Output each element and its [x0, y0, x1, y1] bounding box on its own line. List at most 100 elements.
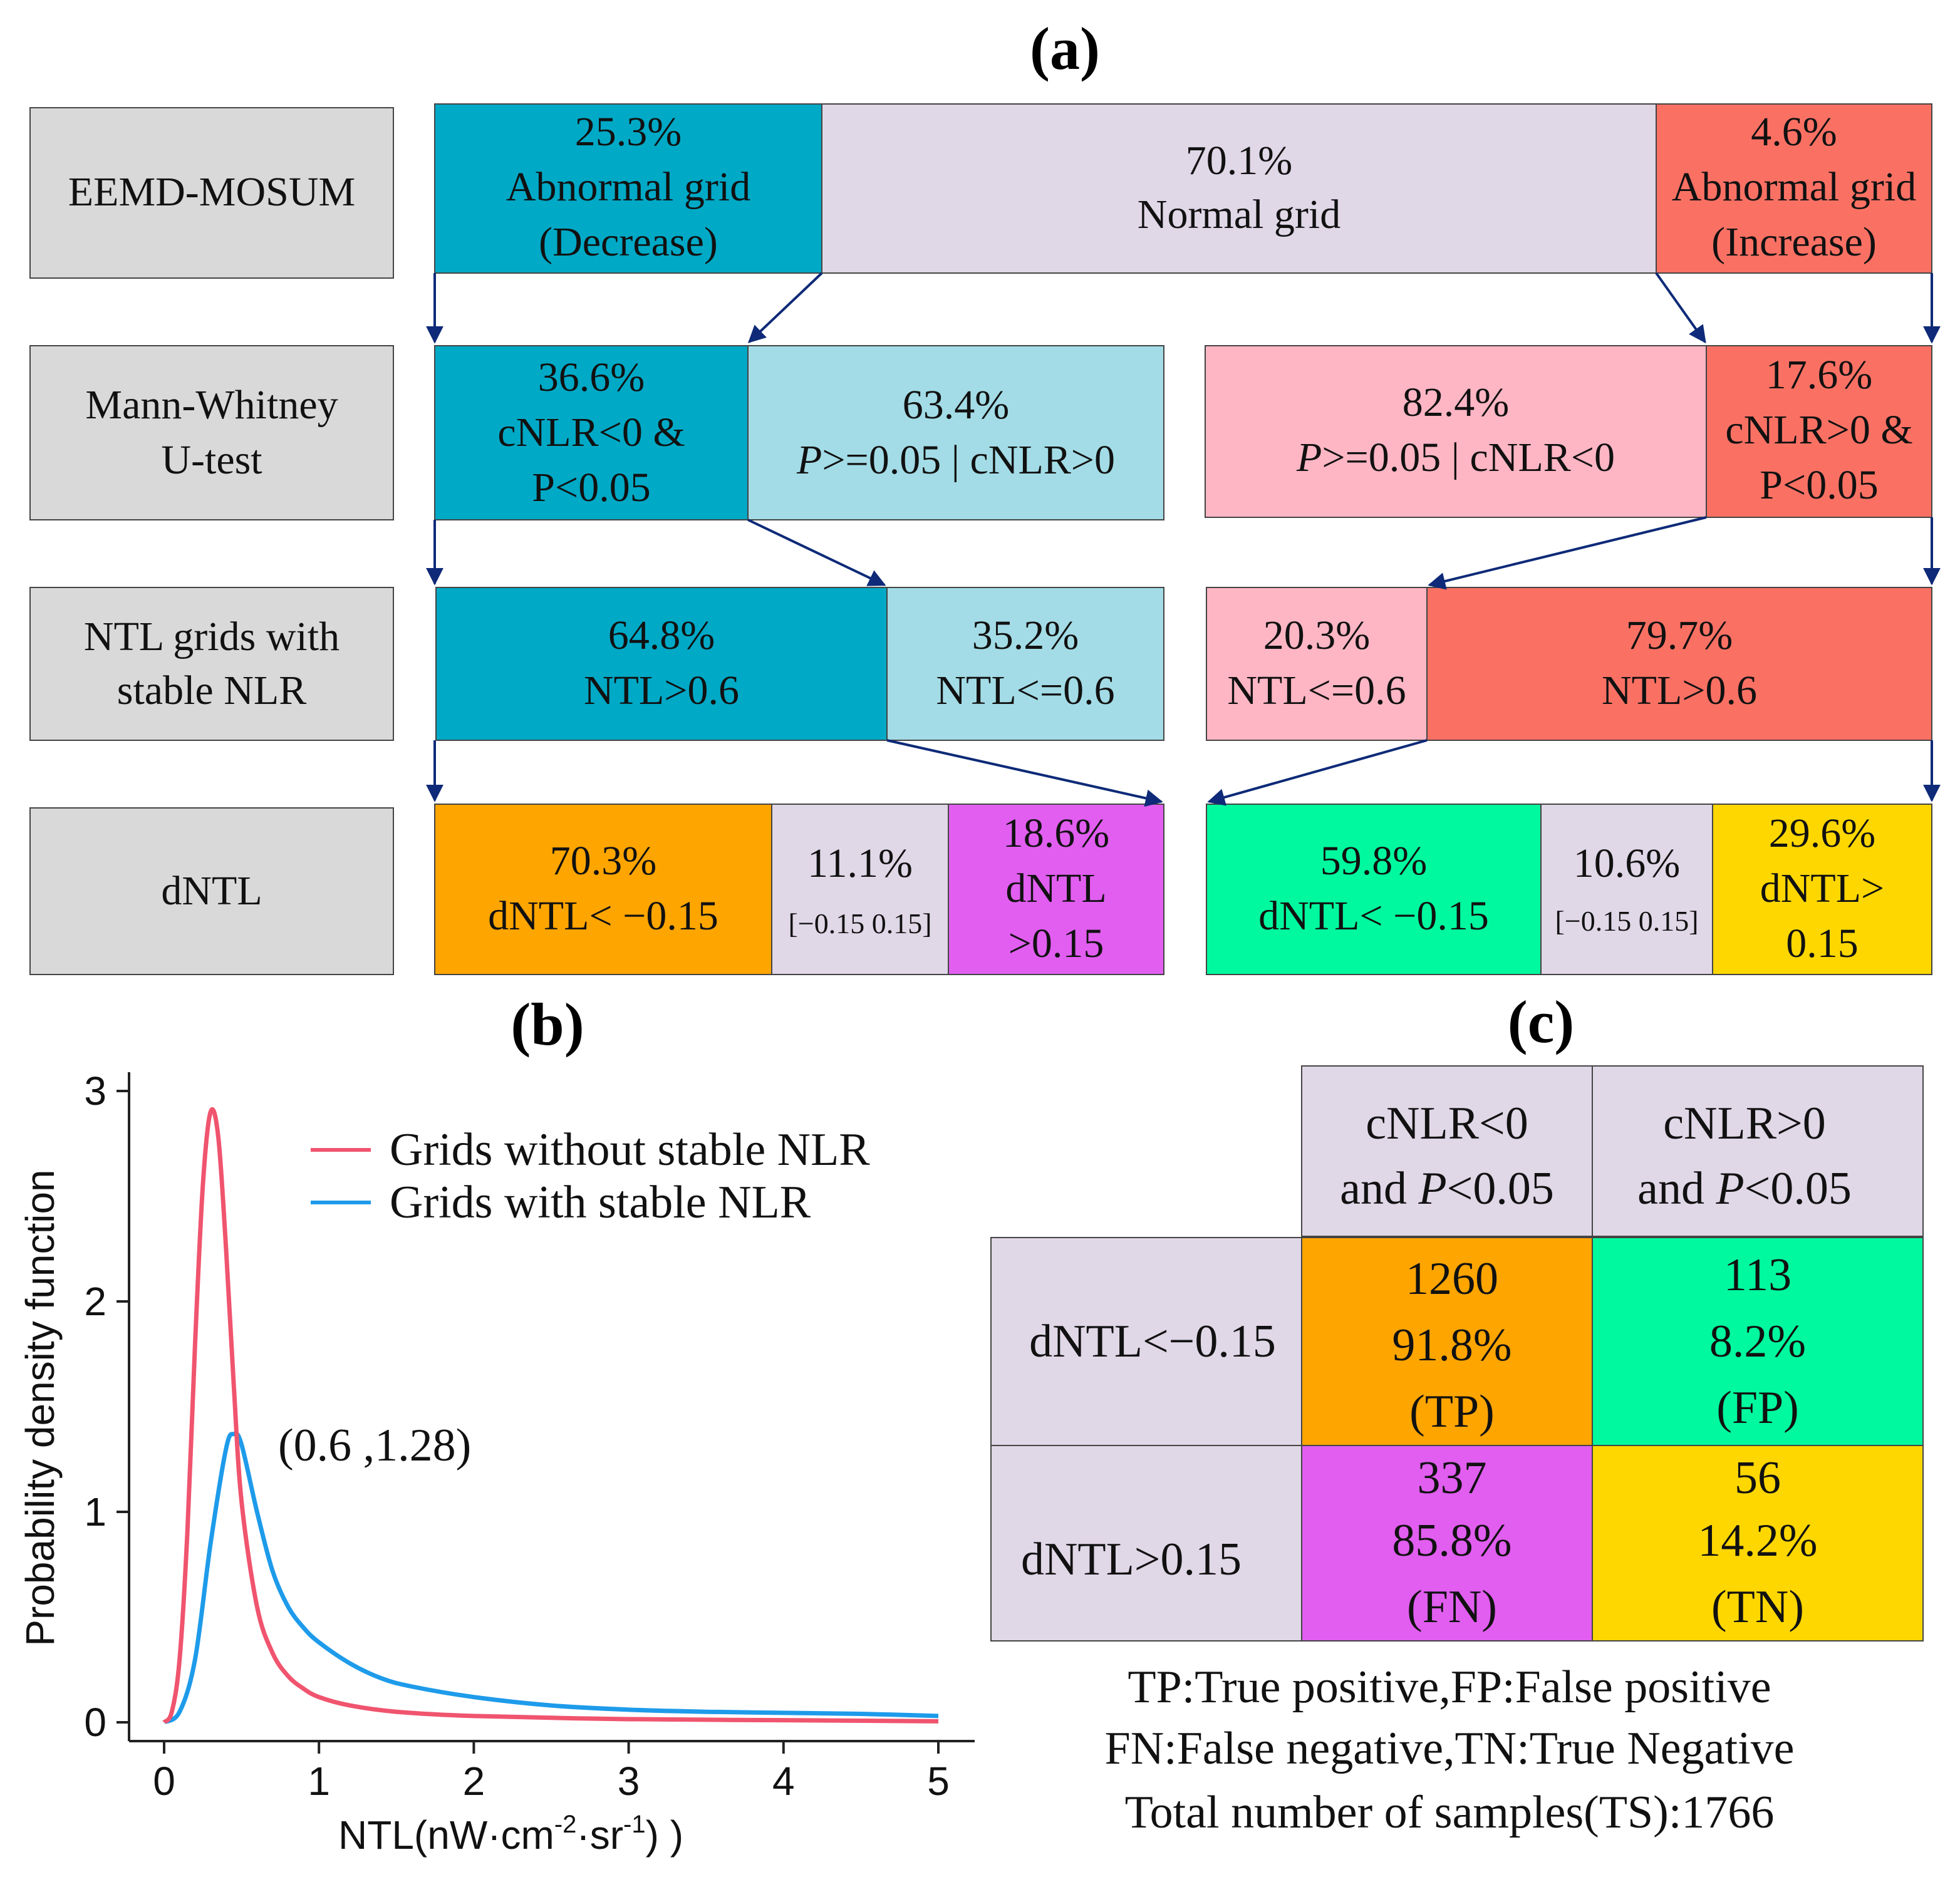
- row3-c-label: NTL<=0.6: [1227, 668, 1406, 713]
- table-header-col1-line1: cNLR<0: [1366, 1098, 1528, 1149]
- confusion-table: cNLR<0 and P<0.05 cNLR>0 and P<0.05 dNTL…: [990, 1065, 1924, 1642]
- table-header-cnlr-pos: cNLR>0 and P<0.05: [1592, 1065, 1924, 1237]
- row4-b-pct: 11.1%: [807, 840, 913, 886]
- row2-sig-increase-box: 17.6% cNLR>0 & P<0.05: [1706, 345, 1932, 518]
- legend-label-without: Grids without stable NLR: [390, 1124, 870, 1176]
- table-row2-label-text: dNTL>0.15: [1021, 1534, 1242, 1585]
- arrow-r1-to-r2-right-mid: [1655, 272, 1706, 344]
- panel-c-title: (c): [1508, 988, 1575, 1055]
- x-tick-label: 5: [927, 1759, 950, 1804]
- row1-increase-pct: 4.6%: [1751, 109, 1837, 155]
- row4-c-label: dNTL: [1005, 866, 1106, 911]
- row2-sig-decrease-box: 36.6% cNLR<0 & P<0.05: [434, 345, 749, 520]
- row4-f-sub: 0.15: [1786, 921, 1859, 966]
- row2-b-label: P>=0.05 | cNLR>0: [796, 437, 1115, 483]
- row3-b-pct: 35.2%: [972, 613, 1079, 658]
- panel-a-title: (a): [1030, 15, 1100, 82]
- row1-increase-label: Abnormal grid: [1672, 164, 1916, 210]
- row2-nonsig-increase-box: 82.4% P>=0.05 | cNLR<0: [1205, 345, 1707, 518]
- row3-c-box: 20.3% NTL<=0.6: [1206, 587, 1428, 741]
- row2-c-pct: 82.4%: [1403, 380, 1509, 425]
- row-label-mw-line2: U-test: [161, 437, 262, 483]
- series-line-without-stable-nlr: [162, 1107, 939, 1724]
- table-header-col2-line2: and P<0.05: [1637, 1163, 1852, 1214]
- row4-f-box: 29.6% dNTL> 0.15: [1712, 804, 1932, 975]
- row3-a-label: NTL>0.6: [584, 668, 739, 713]
- chart-series: [162, 1107, 939, 1725]
- row2-d-pct: 17.6%: [1766, 352, 1872, 398]
- row2-a-sub: P<0.05: [532, 465, 650, 510]
- row2-b-pct: 63.4%: [903, 382, 1009, 428]
- x-axis-label: NTL(nW·cm-2·sr-1) ): [338, 1811, 683, 1858]
- row-label-dntl: dNTL: [29, 807, 394, 975]
- row4-a-label: dNTL< −0.15: [488, 893, 718, 939]
- tp-label: (TP): [1409, 1386, 1495, 1437]
- row2-d-label: cNLR>0 &: [1725, 407, 1912, 453]
- row3-b-box: 35.2% NTL<=0.6: [886, 587, 1164, 741]
- row1-increase-sub: (Increase): [1711, 219, 1877, 265]
- arrow-r1-to-r2-mid: [747, 272, 823, 343]
- row1-normal-pct: 70.1%: [1186, 138, 1292, 184]
- row4-c-box: 18.6% dNTL >0.15: [948, 804, 1164, 975]
- row4-c-pct: 18.6%: [1003, 810, 1109, 856]
- table-header-col2-line1: cNLR>0: [1663, 1098, 1826, 1149]
- row4-d-pct: 59.8%: [1320, 838, 1427, 884]
- arrow-r2-to-r3-right-mid: [1428, 516, 1707, 590]
- panel-b-title: (b): [511, 991, 584, 1058]
- row4-f-label: dNTL>: [1760, 866, 1885, 911]
- row-label-mann-whitney: Mann-Whitney U-test: [29, 345, 394, 520]
- row4-e-pct: 10.6%: [1574, 840, 1680, 886]
- table-cell-tp: 1260 91.8% (TP): [1301, 1237, 1593, 1446]
- x-tick-label: 3: [618, 1759, 640, 1804]
- note-line2: FN:False negative,TN:True Negative: [1105, 1723, 1795, 1774]
- row3-d-pct: 79.7%: [1626, 613, 1733, 658]
- row2-d-sub: P<0.05: [1760, 462, 1878, 508]
- row2-nonsig-decrease-box: 63.4% P>=0.05 | cNLR>0: [747, 345, 1164, 520]
- fp-pct: 8.2%: [1709, 1316, 1806, 1367]
- row4-e-box: 10.6% [−0.15 0.15]: [1540, 804, 1713, 975]
- arrow-r2-to-r3-mid: [747, 519, 886, 586]
- note-line3: Total number of samples(TS):1766: [1125, 1787, 1775, 1838]
- table-row1-label: dNTL<−0.15: [990, 1237, 1302, 1446]
- row3-c-pct: 20.3%: [1263, 613, 1370, 658]
- fp-count: 113: [1724, 1249, 1791, 1301]
- row4-b-box: 11.1% [−0.15 0.15]: [771, 804, 949, 975]
- note-line1: TP:True positive,FP:False positive: [1128, 1662, 1771, 1713]
- x-tick-label: 2: [463, 1759, 485, 1804]
- table-cell-tn: 56 14.2% (TN): [1592, 1445, 1924, 1642]
- table-row1-label-text: dNTL<−0.15: [1029, 1316, 1276, 1367]
- table-cell-fn: 337 85.8% (FN): [1301, 1445, 1593, 1642]
- row3-b-label: NTL<=0.6: [936, 668, 1114, 713]
- table-row2-label: dNTL>0.15: [990, 1445, 1302, 1642]
- x-tick-label: 1: [308, 1759, 330, 1804]
- row4-e-label: [−0.15 0.15]: [1555, 905, 1698, 937]
- table-header-cnlr-neg: cNLR<0 and P<0.05: [1301, 1065, 1593, 1237]
- row-label-dntl-text: dNTL: [161, 868, 262, 914]
- row-label-mw-line1: Mann-Whitney: [85, 382, 338, 428]
- arrow-r3-to-r4-mid: [886, 739, 1163, 807]
- y-tick-label: 3: [84, 1068, 106, 1114]
- row1-decrease-pct: 25.3%: [575, 109, 682, 155]
- row1-decrease-box: 25.3% Abnormal grid (Decrease): [434, 103, 822, 274]
- row4-f-pct: 29.6%: [1769, 810, 1875, 856]
- row4-d-label: dNTL< −0.15: [1258, 893, 1489, 939]
- peak-annotation: (0.6 ,1.28): [278, 1420, 471, 1471]
- row2-c-label: P>=0.05 | cNLR<0: [1296, 435, 1615, 480]
- row4-a-pct: 70.3%: [550, 838, 656, 884]
- tp-count: 1260: [1406, 1253, 1498, 1305]
- row4-b-label: [−0.15 0.15]: [788, 907, 931, 939]
- row4-c-sub: >0.15: [1009, 921, 1104, 966]
- row2-a-pct: 36.6%: [538, 354, 645, 400]
- tp-pct: 91.8%: [1392, 1320, 1511, 1371]
- density-chart: 0 1 2 3 4 5 0 1 2 3 Probability density function…: [18, 1068, 975, 1858]
- row1-normal-box: 70.1% Normal grid: [821, 103, 1657, 274]
- row-label-ntl-grids: NTL grids with stable NLR: [29, 587, 394, 741]
- row3-d-label: NTL>0.6: [1602, 668, 1757, 713]
- row3-a-pct: 64.8%: [608, 613, 715, 658]
- legend-label-with: Grids with stable NLR: [390, 1177, 811, 1228]
- row1-decrease-sub: (Decrease): [539, 219, 718, 265]
- y-tick-label: 1: [84, 1489, 106, 1534]
- tn-count: 56: [1734, 1452, 1781, 1504]
